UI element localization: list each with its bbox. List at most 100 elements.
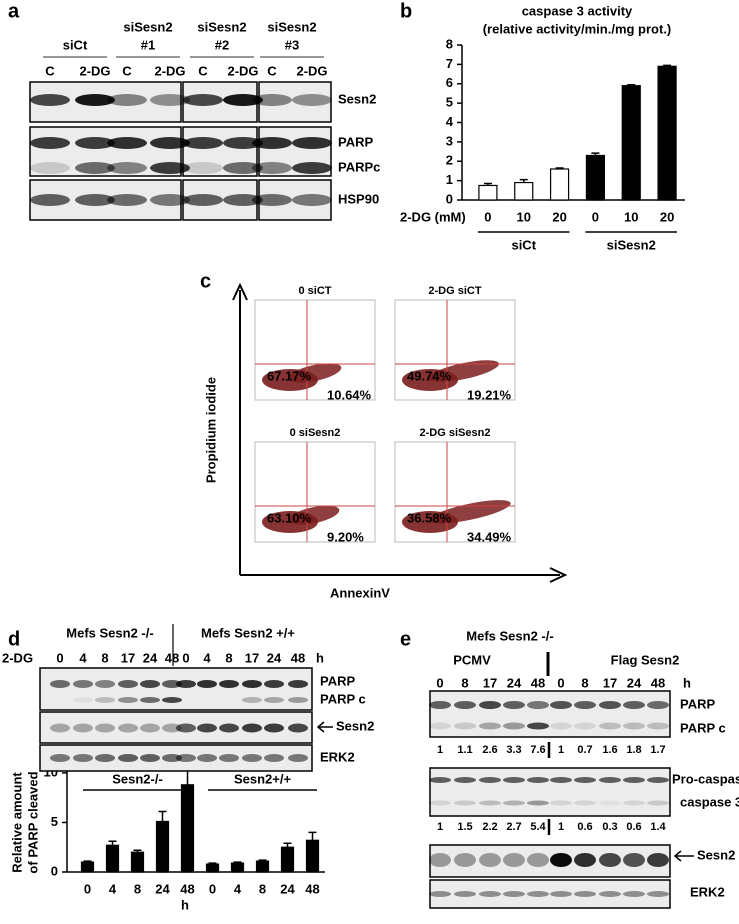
band — [623, 722, 645, 730]
band — [140, 754, 160, 762]
lane-label: 48 — [651, 675, 665, 690]
band — [107, 194, 147, 206]
lane-label: C — [198, 63, 208, 78]
group-label: Sesn2+/+ — [234, 771, 292, 786]
plot-title: 0 siSesn2 — [290, 427, 341, 439]
x-tick-label: 4 — [234, 881, 242, 896]
band — [252, 162, 292, 174]
quant-value: 1.7 — [650, 744, 665, 756]
group-label: siSesn2 — [607, 237, 656, 252]
panel-label: d — [8, 628, 20, 650]
x-tick-label: 4 — [109, 881, 117, 896]
unit-label: h — [316, 650, 324, 665]
panel-label: a — [8, 0, 20, 22]
group-label: siCt — [511, 237, 536, 252]
y-tick-label: 5 — [446, 95, 453, 110]
band — [550, 777, 572, 783]
band — [550, 722, 572, 730]
quadrant-percent: 49.74% — [407, 368, 452, 383]
band — [242, 723, 262, 733]
error-bar — [83, 860, 92, 863]
band — [550, 701, 572, 709]
quant-value: 3.3 — [506, 744, 521, 756]
y-tick-label: 6 — [446, 75, 453, 90]
band — [429, 777, 451, 783]
x-tick-label: 48 — [305, 881, 319, 896]
lane-label: 8 — [461, 675, 468, 690]
band — [527, 853, 549, 867]
arrow — [673, 850, 694, 862]
bar — [478, 184, 498, 201]
band — [647, 701, 669, 709]
lane-label: 17 — [603, 675, 617, 690]
band — [197, 680, 217, 688]
band — [479, 701, 501, 709]
band — [50, 723, 70, 733]
blot — [429, 690, 671, 738]
quant-value: 2.2 — [482, 821, 497, 833]
band — [75, 162, 115, 174]
blot-label: caspase 3c — [680, 794, 739, 809]
quant-value: 0.3 — [602, 821, 617, 833]
y-tick-label: 0 — [51, 863, 58, 878]
band — [574, 800, 596, 806]
band — [264, 680, 284, 688]
plot-title: 0 siCT — [298, 285, 331, 297]
axis-arrow — [240, 567, 568, 583]
error-bar — [158, 810, 167, 822]
quadrant-percent: 19.21% — [467, 387, 512, 402]
band — [503, 722, 525, 730]
error-bar — [663, 64, 672, 67]
error-bar — [283, 842, 292, 848]
band — [527, 701, 549, 709]
bar — [230, 862, 245, 873]
bar — [155, 820, 170, 873]
quant-value: 0.6 — [577, 821, 592, 833]
lane-label: 24 — [507, 675, 522, 690]
band — [527, 800, 549, 806]
y-tick-label: 0 — [446, 191, 453, 206]
band — [599, 722, 621, 730]
quant-value: 1 — [437, 744, 443, 756]
y-tick-label: 4 — [446, 114, 454, 129]
lane-label: 8 — [101, 650, 108, 665]
group-label: #3 — [285, 37, 299, 52]
x-tick-label: 24 — [280, 881, 295, 896]
blot-label: ERK2 — [690, 884, 725, 899]
band — [30, 94, 70, 106]
quadrant-percent: 67.17% — [267, 368, 312, 383]
y-tick-label: 5 — [51, 814, 58, 829]
band — [264, 723, 284, 733]
band — [288, 754, 308, 762]
x-tick-label: 48 — [180, 881, 194, 896]
error-bar — [108, 840, 117, 846]
band — [150, 94, 190, 106]
y-tick-label: 7 — [446, 56, 453, 71]
header: Mefs Sesn2 +/+ — [201, 625, 295, 640]
lane-label: 17 — [483, 675, 497, 690]
band — [197, 754, 217, 762]
band — [599, 891, 621, 897]
band — [647, 800, 669, 806]
bar — [130, 851, 145, 873]
band — [574, 853, 596, 867]
blot — [39, 667, 313, 711]
band — [176, 680, 196, 688]
band — [95, 754, 115, 762]
chart-subtitle: (relative activity/min./mg prot.) — [483, 21, 672, 36]
lane-label: 8 — [225, 650, 232, 665]
band — [623, 853, 645, 867]
band — [623, 800, 645, 806]
unit-label: h — [683, 675, 691, 690]
band — [479, 891, 501, 897]
lane-label: 48 — [291, 650, 305, 665]
group-label: #1 — [141, 37, 155, 52]
cell-cloud — [288, 363, 342, 383]
error-bar — [519, 178, 528, 183]
y-tick-label: 8 — [446, 36, 453, 51]
lane-label: 0 — [436, 675, 443, 690]
band — [574, 777, 596, 783]
band — [292, 194, 332, 206]
error-bar — [308, 831, 317, 841]
blot-label: PARP c — [680, 720, 726, 735]
